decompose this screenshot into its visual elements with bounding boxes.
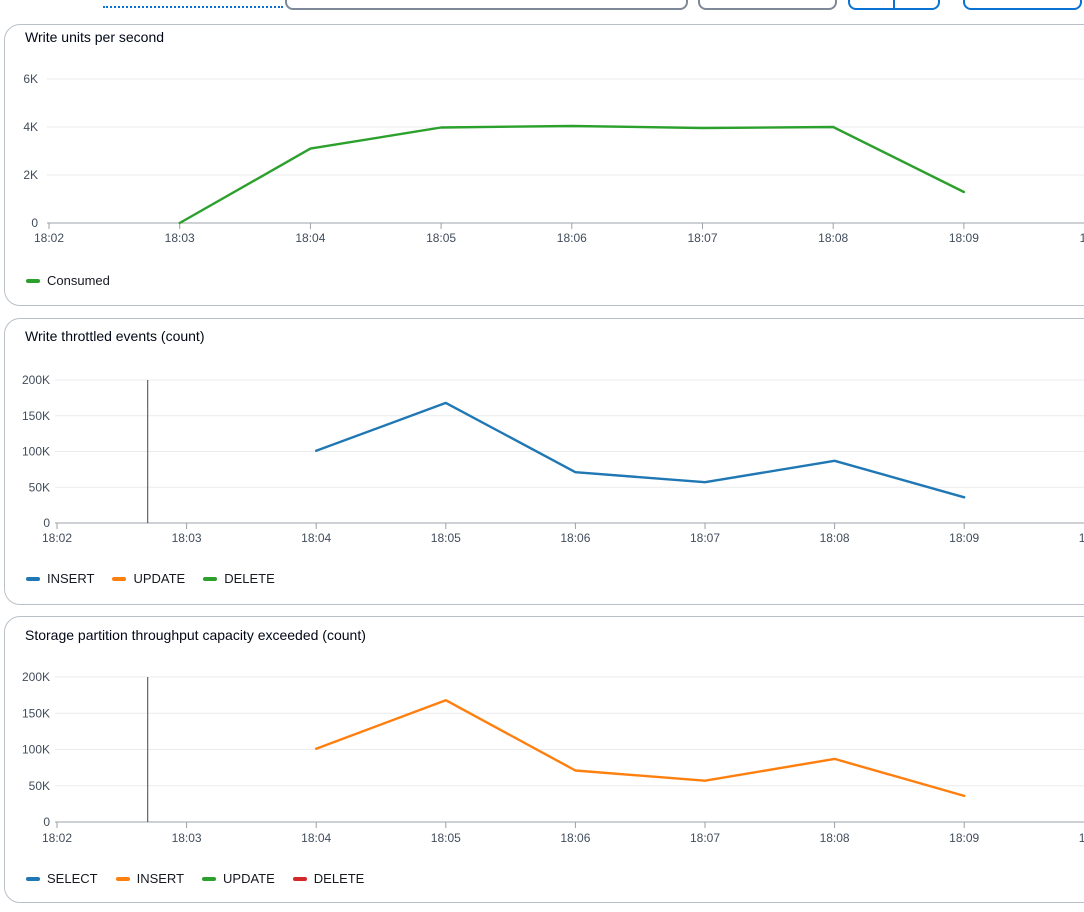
- legend-color-dash: [203, 577, 218, 581]
- x-tick-label: 18:04: [295, 231, 325, 245]
- y-tick-label: 2K: [23, 168, 38, 182]
- legend-label: SELECT: [47, 871, 98, 886]
- x-tick-label: 18:10: [1080, 231, 1084, 245]
- chart-legend: INSERT UPDATE DELETE: [26, 571, 275, 587]
- legend-item-insert[interactable]: INSERT: [26, 571, 94, 587]
- chart-panel-write-throttled-events: Write throttled events (count) 0 50K 100K 1…: [4, 318, 1084, 605]
- legend-item-select[interactable]: SELECT: [26, 871, 98, 887]
- chart-canvas[interactable]: 0 2K 4K 6K 18:02 18:03 18:04 18:05 18:06 18:07 18:…: [5, 25, 1084, 306]
- legend-item-consumed[interactable]: Consumed: [26, 273, 110, 289]
- legend-item-update[interactable]: UPDATE: [112, 571, 185, 587]
- legend-item-update[interactable]: UPDATE: [202, 871, 275, 887]
- x-tick-label: 18:03: [172, 831, 202, 845]
- chart-canvas[interactable]: 0 50K 100K 150K 200K 18:02 18:03 18:04 18:05 18:0…: [5, 617, 1084, 903]
- chart-legend: SELECT INSERT UPDATE DELETE: [26, 871, 364, 887]
- chart-canvas[interactable]: 0 50K 100K 150K 200K 18:02 18:03 18:04 18:05 18:0…: [5, 319, 1084, 605]
- legend-color-dash: [112, 577, 127, 581]
- y-tick-label: 100K: [22, 445, 50, 459]
- x-tick-label: 18:04: [301, 831, 331, 845]
- y-tick-label: 6K: [23, 72, 38, 86]
- y-tick-label: 50K: [29, 779, 50, 793]
- legend-label: UPDATE: [133, 571, 186, 586]
- x-tick-label: 18:09: [949, 231, 979, 245]
- x-tick-label: 18:04: [301, 531, 331, 545]
- legend-label: DELETE: [224, 571, 275, 586]
- legend-label: Consumed: [47, 273, 110, 288]
- chart-title: Storage partition throughput capacity ex…: [25, 627, 366, 643]
- y-tick-label: 0: [43, 815, 50, 829]
- x-tick-label: 18:06: [560, 831, 590, 845]
- x-tick-label: 18:08: [820, 831, 850, 845]
- x-tick-label: 18:09: [949, 531, 979, 545]
- y-tick-label: 0: [31, 216, 38, 230]
- legend-item-delete[interactable]: DELETE: [292, 871, 365, 887]
- x-tick-label: 18:05: [431, 831, 461, 845]
- legend-color-dash: [202, 877, 217, 881]
- segmented-right-button[interactable]: [895, 0, 938, 8]
- legend-label: DELETE: [313, 871, 365, 886]
- x-tick-label: 18:10: [1079, 831, 1084, 845]
- x-tick-label: 18:03: [165, 231, 195, 245]
- chart-legend: Consumed: [26, 273, 110, 289]
- x-tick-label: 18:06: [560, 531, 590, 545]
- legend-item-delete[interactable]: DELETE: [203, 571, 275, 587]
- y-tick-label: 50K: [29, 480, 50, 494]
- info-dotted-underline-link[interactable]: [103, 0, 283, 8]
- chart-panel-write-units: Write units per second 0 2K 4K 6K 18:02 18:03…: [4, 24, 1084, 306]
- toolbar: [0, 0, 1084, 14]
- series-line-consumed: [178, 124, 966, 225]
- legend-item-insert[interactable]: INSERT: [115, 871, 185, 887]
- legend-color-dash: [26, 877, 40, 881]
- x-tick-label: 18:05: [426, 231, 456, 245]
- legend-color-dash: [115, 877, 130, 881]
- x-tick-label: 18:07: [690, 831, 720, 845]
- toolbar-segmented-control: [848, 0, 940, 10]
- x-tick-label: 18:08: [820, 531, 850, 545]
- chart-panel-storage-partition-throughput: Storage partition throughput capacity ex…: [4, 616, 1084, 903]
- x-tick-label: 18:03: [172, 531, 202, 545]
- legend-color-dash: [292, 877, 307, 881]
- x-tick-label: 18:02: [34, 231, 64, 245]
- chart-title: Write units per second: [25, 29, 165, 45]
- x-tick-label: 18:08: [818, 231, 848, 245]
- x-tick-label: 18:07: [687, 231, 717, 245]
- toolbar-action-button[interactable]: [963, 0, 1082, 10]
- x-tick-label: 18:02: [42, 831, 72, 845]
- y-tick-label: 200K: [22, 373, 50, 387]
- series-line-insert: [315, 401, 966, 499]
- x-tick-label: 18:06: [557, 231, 587, 245]
- x-tick-label: 18:10: [1079, 531, 1084, 545]
- x-tick-label: 18:09: [949, 831, 979, 845]
- legend-label: INSERT: [47, 571, 95, 586]
- series-line-insert: [315, 698, 966, 798]
- legend-color-dash: [26, 279, 40, 283]
- x-tick-label: 18:07: [690, 531, 720, 545]
- y-tick-label: 4K: [23, 120, 38, 134]
- x-tick-label: 18:02: [42, 531, 72, 545]
- y-tick-label: 200K: [22, 670, 50, 684]
- legend-label: INSERT: [136, 871, 185, 886]
- toolbar-search-input[interactable]: [285, 0, 688, 10]
- toolbar-select[interactable]: [698, 0, 837, 10]
- y-tick-label: 150K: [22, 409, 50, 423]
- segmented-left-button[interactable]: [850, 0, 895, 8]
- x-tick-label: 18:05: [431, 531, 461, 545]
- chart-title: Write throttled events (count): [25, 328, 205, 344]
- legend-color-dash: [26, 577, 40, 581]
- y-tick-label: 0: [43, 516, 50, 530]
- legend-label: UPDATE: [223, 871, 275, 886]
- y-tick-label: 100K: [22, 743, 50, 757]
- y-tick-label: 150K: [22, 706, 50, 720]
